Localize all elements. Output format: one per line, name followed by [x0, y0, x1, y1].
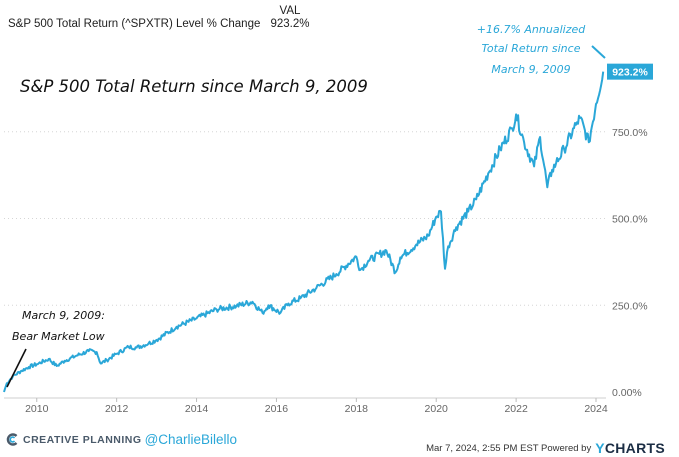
x-tick-labels: 2010 2012 2014 2016 2018 2020 2022 2024 [25, 398, 608, 415]
gridlines [4, 131, 606, 306]
x-tick-label: 2012 [105, 403, 129, 415]
y-tick-label: 750.0% [612, 127, 648, 139]
x-tick-label: 2024 [584, 403, 608, 415]
value-heading: VAL [279, 5, 301, 17]
series-name[interactable]: S&P 500 Total Return (^SPXTR) Level % Ch… [8, 18, 261, 30]
x-tick-label: 2014 [185, 403, 209, 415]
y-tick-label: 0.00% [612, 387, 642, 399]
annotation-text: Total Return since [482, 42, 581, 55]
last-value-box [607, 63, 653, 80]
series-value: 923.2% [270, 18, 310, 30]
annotation-text: Bear Market Low [12, 330, 105, 343]
annotation-arrow [591, 45, 606, 59]
ycharts-logo[interactable]: YCHARTS [595, 440, 665, 456]
x-tick-label: 2022 [504, 403, 528, 415]
annotation-text: +16.7% Annualized [477, 23, 586, 36]
x-tick-label: 2018 [345, 403, 369, 415]
series-line [3, 71, 605, 393]
last-value-label: 923.2% [612, 67, 648, 79]
x-tick-label: 2020 [425, 403, 449, 415]
x-tick-label: 2016 [265, 403, 289, 415]
annotation-text: March 9, 2009: [22, 309, 105, 322]
annotation-text: March 9, 2009 [491, 63, 570, 76]
last-value-badge: 923.2% [607, 63, 653, 80]
timestamp: Mar 7, 2024, 2:55 PM EST Powered by [426, 442, 592, 454]
footer-credit: Mar 7, 2024, 2:55 PM EST Powered by YCHA… [426, 440, 665, 456]
creative-planning-logo-icon [6, 433, 18, 446]
chart-title: S&P 500 Total Return since March 9, 2009 [20, 77, 368, 96]
y-tick-label: 250.0% [612, 300, 648, 312]
y-tick-label: 500.0% [612, 214, 648, 226]
twitter-handle[interactable]: @CharlieBilello [144, 432, 238, 447]
annotation-arrow [6, 348, 27, 388]
x-tick-label: 2010 [25, 403, 49, 415]
footer-branding: CREATIVE PLANNING @CharlieBilello [6, 432, 237, 447]
y-tick-labels: 0.00% 250.0% 500.0% 750.0% [612, 127, 648, 399]
annotations: +16.7% Annualized Total Return since March… [6, 23, 606, 388]
brand-name: CREATIVE PLANNING [23, 433, 142, 446]
